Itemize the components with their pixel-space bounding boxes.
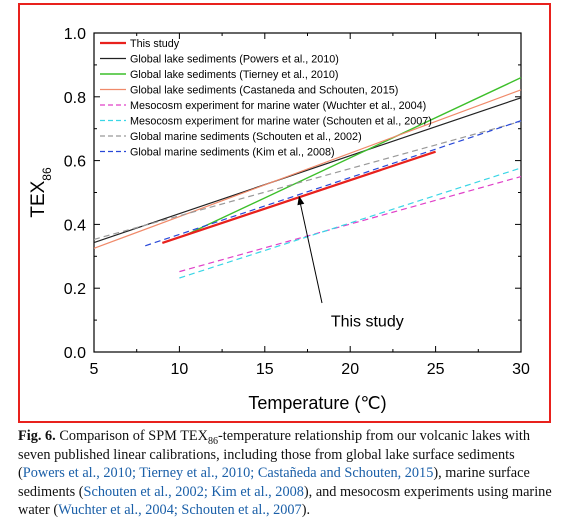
- caption-text-1: Comparison of SPM TEX: [59, 428, 208, 444]
- y-tick-label: 0.2: [64, 281, 86, 298]
- figure-frame: [18, 3, 551, 423]
- x-tick-label: 30: [512, 361, 530, 378]
- x-tick-label: 25: [427, 361, 445, 378]
- caption-subscript: 86: [208, 435, 218, 447]
- caption-citation-lake[interactable]: Powers et al., 2010; Tierney et al., 201…: [22, 465, 434, 482]
- annotation-label: This study: [331, 313, 404, 330]
- y-axis-label-subscript: 86: [40, 167, 54, 181]
- series-line-4: [179, 175, 522, 273]
- legend-label-7: Global marine sediments (Kim et al., 200…: [130, 147, 335, 159]
- x-tick-label: 5: [90, 361, 99, 378]
- chart: 5 10 15 20 25 30 0.0 0.2 0.4 0.6 0.8 1.0 Temperature…: [28, 26, 530, 413]
- series-line-3: [93, 89, 522, 249]
- caption-text-4: ), and mesocosm experiments using marine…: [18, 483, 552, 519]
- y-axis-label-group: TEX86: [28, 167, 54, 218]
- y-axis-label: TEX86: [28, 167, 54, 218]
- legend-label-5: Mesocosm experiment for marine water (Sc…: [130, 116, 432, 128]
- y-tick-label: 0.6: [64, 154, 86, 171]
- figure-caption: Fig. 6. Comparison of SPM TEX86-temperat…: [18, 427, 563, 520]
- annotation-arrow-line: [299, 201, 323, 304]
- legend-label-0: This study: [130, 38, 180, 50]
- legend-label-4: Mesocosm experiment for marine water (Wu…: [130, 100, 426, 112]
- legend-label-2: Global lake sediments (Tierney et al., 2…: [130, 69, 338, 81]
- x-axis-label: Temperature (℃): [248, 393, 386, 413]
- caption-text-5: ).: [301, 502, 311, 519]
- series-line-5: [179, 167, 522, 279]
- series-line-7: [145, 120, 522, 247]
- caption-citation-marine[interactable]: Schouten et al., 2002; Kim et al., 2008: [83, 483, 304, 500]
- annotation-arrow-head: [297, 195, 305, 206]
- caption-label: Fig. 6.: [18, 428, 56, 444]
- series-line-6: [93, 120, 522, 240]
- caption-text-3: ), marine surface sediments (: [18, 465, 530, 500]
- y-tick-label: 1.0: [64, 26, 86, 43]
- x-tick-label: 15: [256, 361, 274, 378]
- series-line-1: [93, 97, 522, 244]
- legend-label-6: Global marine sediments (Schouten et al.…: [130, 131, 362, 143]
- x-tick-label: 10: [171, 361, 189, 378]
- y-tick-label: 0.4: [64, 217, 86, 234]
- y-tick-label: 0.8: [64, 90, 86, 107]
- series-line-2: [187, 77, 522, 235]
- caption-citation-mesocosm[interactable]: Wuchter et al., 2004; Schouten et al., 2…: [58, 502, 302, 519]
- x-tick-label: 20: [341, 361, 359, 378]
- caption-text-2: -temperature relationship from our volca…: [18, 428, 531, 482]
- legend-label-1: Global lake sediments (Powers et al., 20…: [130, 54, 339, 66]
- legend-label-3: Global lake sediments (Castaneda and Sch…: [130, 85, 398, 97]
- y-tick-label: 0.0: [64, 345, 86, 362]
